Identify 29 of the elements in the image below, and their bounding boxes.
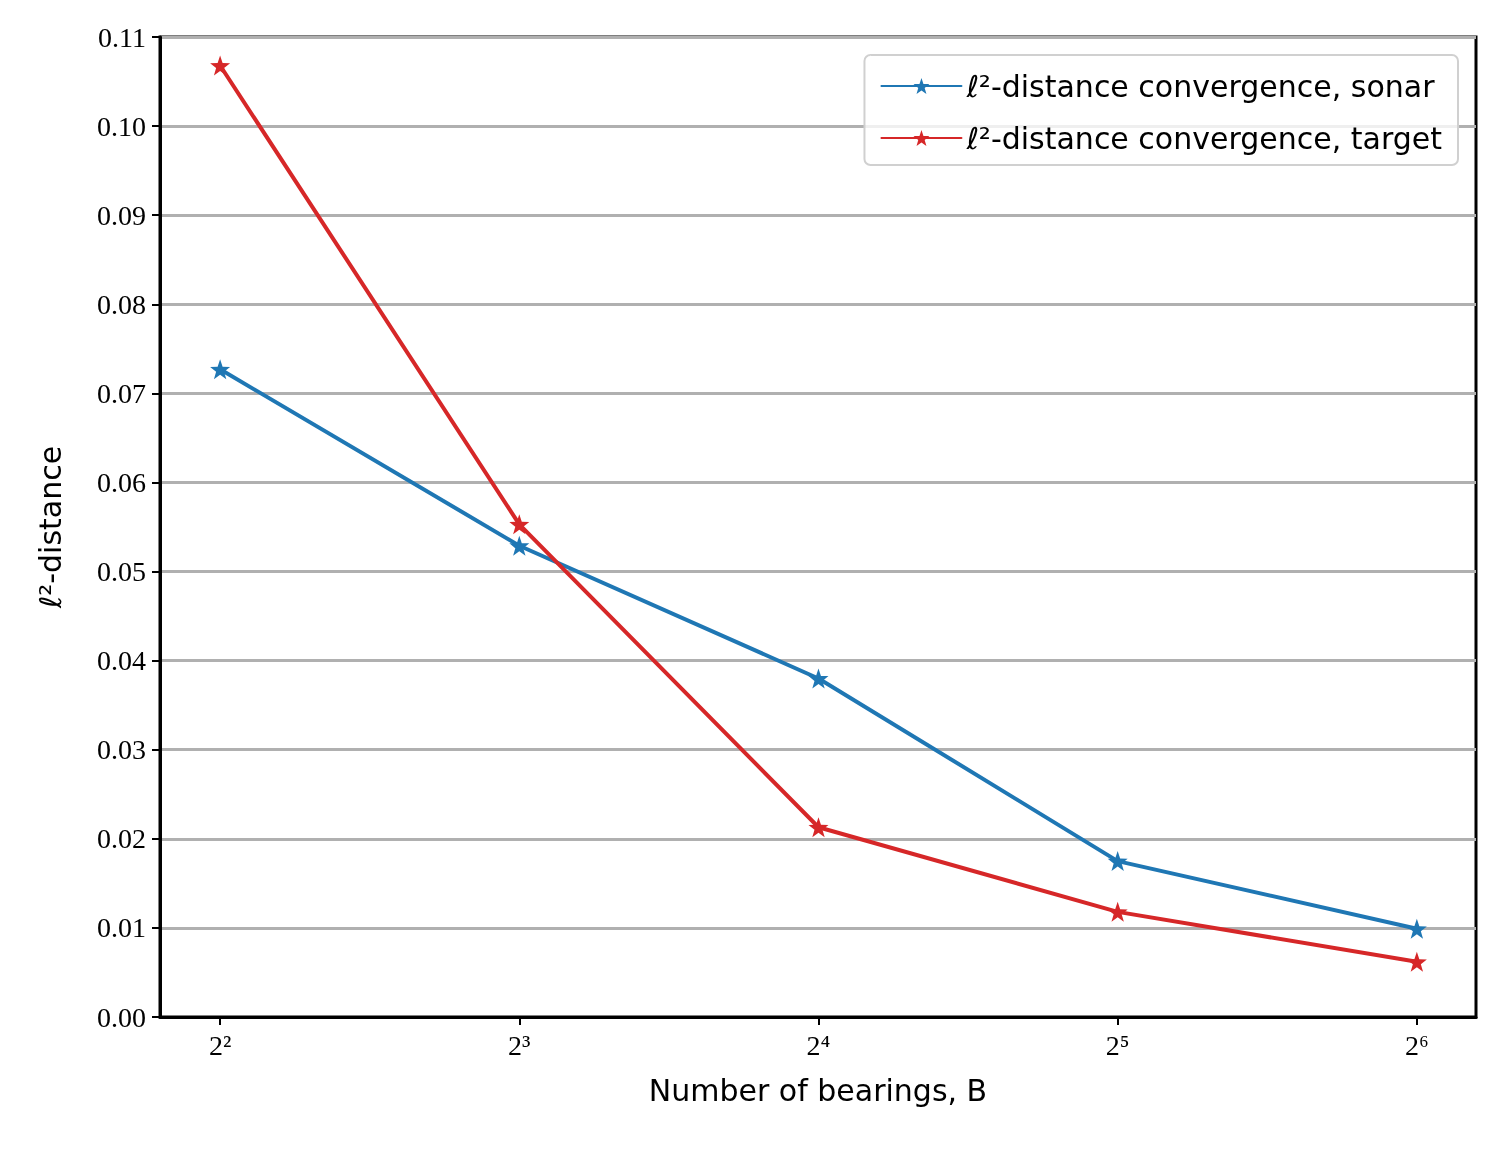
- point: [1107, 851, 1128, 872]
- y-tick-label: 0.04: [97, 645, 146, 677]
- y-tick-label: 0.05: [97, 556, 146, 588]
- point: [210, 55, 231, 76]
- y-tick-label: 0.10: [97, 110, 146, 142]
- y-axis-title: ℓ²-distance: [32, 445, 68, 610]
- y-tick-label: 0.07: [97, 377, 146, 409]
- legend-label: ℓ²-distance convergence, target: [965, 120, 1443, 156]
- x-tick-label: 2⁵: [1105, 1029, 1130, 1061]
- x-axis-title: Number of bearings, B: [648, 1072, 988, 1108]
- y-tick-label: 0.11: [98, 21, 146, 53]
- y-tick-label: 0.03: [97, 734, 146, 766]
- y-tick-label: 0.00: [97, 1001, 146, 1033]
- y-tick-label: 0.06: [97, 466, 146, 498]
- x-tick-label: 2⁶: [1404, 1029, 1429, 1061]
- point: [1107, 901, 1128, 922]
- y-tick-label: 0.09: [97, 199, 146, 231]
- x-tick-label: 2²: [208, 1029, 232, 1061]
- point: [210, 359, 231, 380]
- point: [509, 514, 530, 535]
- y-tick-label: 0.08: [97, 288, 146, 320]
- point: [808, 668, 829, 689]
- legend-label: ℓ²-distance convergence, sonar: [965, 68, 1436, 104]
- point: [509, 535, 530, 556]
- y-tick-label: 0.02: [97, 823, 146, 855]
- x-tick-label: 2³: [508, 1029, 531, 1061]
- y-tick-label: 0.01: [97, 912, 146, 944]
- x-tick-label: 2⁴: [806, 1029, 831, 1061]
- point: [808, 817, 829, 838]
